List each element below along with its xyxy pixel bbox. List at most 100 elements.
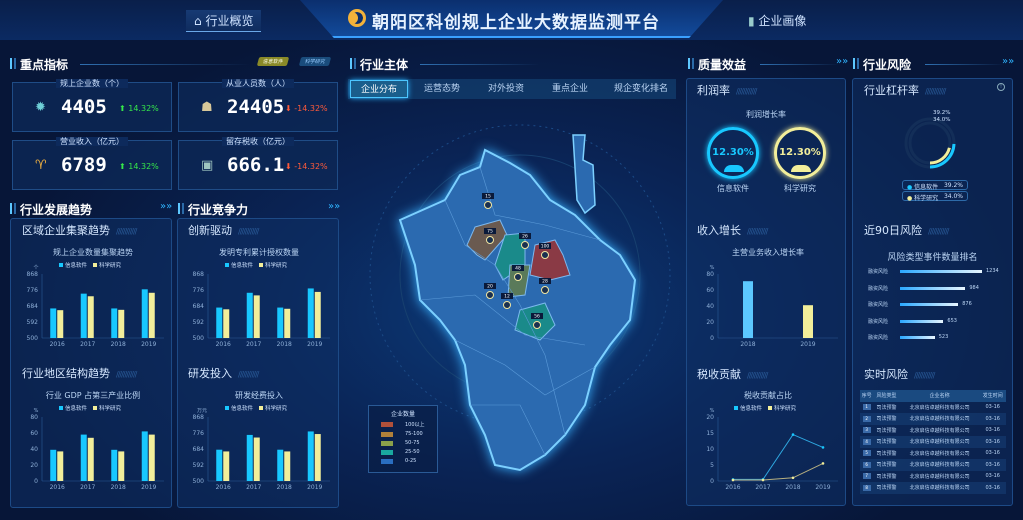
map-marker[interactable]: 56 (531, 313, 543, 329)
chart-title: 利润增长率 (746, 110, 786, 119)
bar[interactable] (50, 449, 57, 481)
table-row[interactable]: 3 司法预警 北京启信卓越科技有限公司 03-16 (860, 425, 1006, 437)
bar[interactable] (307, 431, 314, 481)
chevrons-icon[interactable]: »» (1002, 56, 1015, 67)
y-tick-label: 500 (27, 335, 39, 342)
risk-bar[interactable] (900, 319, 944, 323)
nav-enterprise-profile[interactable]: ▮ 企业画像 (740, 10, 814, 31)
bar[interactable] (111, 308, 118, 338)
data-point[interactable] (791, 476, 795, 480)
toggle-science-research[interactable]: 科学研究 (298, 57, 332, 66)
bar[interactable] (277, 307, 284, 338)
map-marker[interactable]: 75 (484, 228, 496, 244)
data-point[interactable] (761, 478, 765, 482)
table-row[interactable]: 7 司法预警 北京启信卓越科技有限公司 03-16 (860, 471, 1006, 483)
x-tick-label: 2017 (80, 484, 95, 491)
table-row[interactable]: 8 司法预警 北京启信卓越科技有限公司 03-16 (860, 482, 1006, 494)
x-tick-label: 2019 (800, 341, 815, 348)
tab-3[interactable]: 重点企业 (551, 84, 588, 94)
y-tick-label: 776 (193, 430, 205, 437)
kpi-label: 留存税收（亿元） (179, 136, 337, 147)
bar[interactable] (246, 434, 253, 481)
bar[interactable] (87, 437, 94, 481)
bar[interactable] (253, 295, 260, 338)
tab-4[interactable]: 规企变化排名 (613, 84, 668, 94)
nav-industry-overview[interactable]: ⌂ 行业概览 (186, 10, 262, 32)
chevrons-icon[interactable]: »» (160, 201, 173, 212)
bar[interactable] (216, 307, 223, 338)
marker-badge (484, 283, 496, 289)
table-row[interactable]: 1 司法预警 北京启信卓越科技有限公司 03-16 (860, 402, 1006, 414)
chevrons-icon[interactable]: »» (328, 201, 341, 212)
table-row[interactable]: 6 司法预警 北京启信卓越科技有限公司 03-16 (860, 459, 1006, 471)
legend-swatch (381, 422, 393, 427)
bar[interactable] (80, 434, 87, 481)
kpi-change-value: 14.32% (128, 104, 159, 113)
row-index: 2 (862, 415, 871, 422)
map-marker[interactable]: 28 (539, 278, 551, 294)
bar[interactable] (223, 451, 230, 481)
divider (80, 64, 250, 65)
tab-2[interactable]: 对外投资 (487, 84, 524, 94)
legend-label: 信息软件 (65, 261, 88, 269)
chart-title: 发明专利累计授权数量 (219, 247, 299, 257)
table-row[interactable]: 2 司法预警 北京启信卓越科技有限公司 03-16 (860, 413, 1006, 425)
bar[interactable] (314, 434, 321, 481)
gear-icon: ✹ (35, 100, 46, 115)
risk-bar[interactable] (900, 303, 959, 306)
bar[interactable] (148, 292, 155, 338)
table-cell: 03-16 (985, 461, 1000, 468)
x-tick-label: 2018 (740, 341, 755, 348)
data-point[interactable] (821, 462, 825, 465)
bar[interactable] (118, 309, 125, 338)
map-marker[interactable]: 12 (501, 293, 513, 309)
x-tick-label: 2017 (246, 484, 261, 491)
bar[interactable] (743, 281, 753, 338)
tab-0[interactable]: 企业分布 (350, 80, 408, 98)
info-icon[interactable]: ! (997, 83, 1005, 91)
toggle-info-software[interactable]: 信息软件 (256, 57, 290, 66)
bar[interactable] (803, 305, 813, 338)
table-cell: 北京启信卓越科技有限公司 (909, 485, 970, 492)
data-point[interactable] (731, 478, 735, 482)
bar[interactable] (277, 449, 284, 481)
bar[interactable] (118, 451, 125, 481)
risk-bar[interactable] (900, 270, 982, 273)
gauge-value: 12.30% (779, 147, 821, 158)
bar[interactable] (253, 437, 260, 481)
bar[interactable] (246, 292, 253, 338)
risk-bar[interactable] (900, 336, 935, 339)
risk-bar[interactable] (900, 286, 966, 290)
bar[interactable] (87, 296, 94, 338)
data-point[interactable] (791, 433, 795, 436)
bar[interactable] (50, 308, 57, 338)
map-marker[interactable]: 15 (482, 193, 494, 209)
bar[interactable] (223, 309, 230, 338)
tab-1[interactable]: 运营态势 (423, 84, 460, 94)
risk-label: 融资风险 (868, 302, 889, 308)
table-cell: 司法预警 (876, 462, 897, 469)
chevrons-icon[interactable]: »» (836, 56, 849, 67)
bar[interactable] (284, 451, 291, 481)
bar[interactable] (57, 451, 64, 481)
map-marker[interactable]: 48 (512, 265, 524, 281)
map-marker[interactable]: 100 (539, 243, 551, 259)
table-cell: 北京启信卓越科技有限公司 (909, 473, 970, 480)
legend-label: 科学研究 (265, 261, 288, 269)
bar[interactable] (314, 291, 321, 338)
bar[interactable] (80, 293, 87, 338)
bar[interactable] (307, 288, 314, 338)
bar[interactable] (284, 308, 291, 338)
bar[interactable] (141, 431, 148, 481)
map-marker[interactable]: 20 (484, 283, 496, 299)
bar[interactable] (111, 449, 118, 481)
table-row[interactable]: 5 司法预警 北京启信卓越科技有限公司 03-16 (860, 448, 1006, 460)
bar[interactable] (141, 289, 148, 338)
bar[interactable] (148, 434, 155, 481)
map-marker[interactable]: 26 (519, 233, 531, 249)
data-point[interactable] (821, 446, 825, 449)
bar[interactable] (216, 449, 223, 481)
bar[interactable] (57, 310, 64, 338)
table-row[interactable]: 4 司法预警 北京启信卓越科技有限公司 03-16 (860, 436, 1006, 448)
marker-count: 56 (534, 314, 540, 320)
